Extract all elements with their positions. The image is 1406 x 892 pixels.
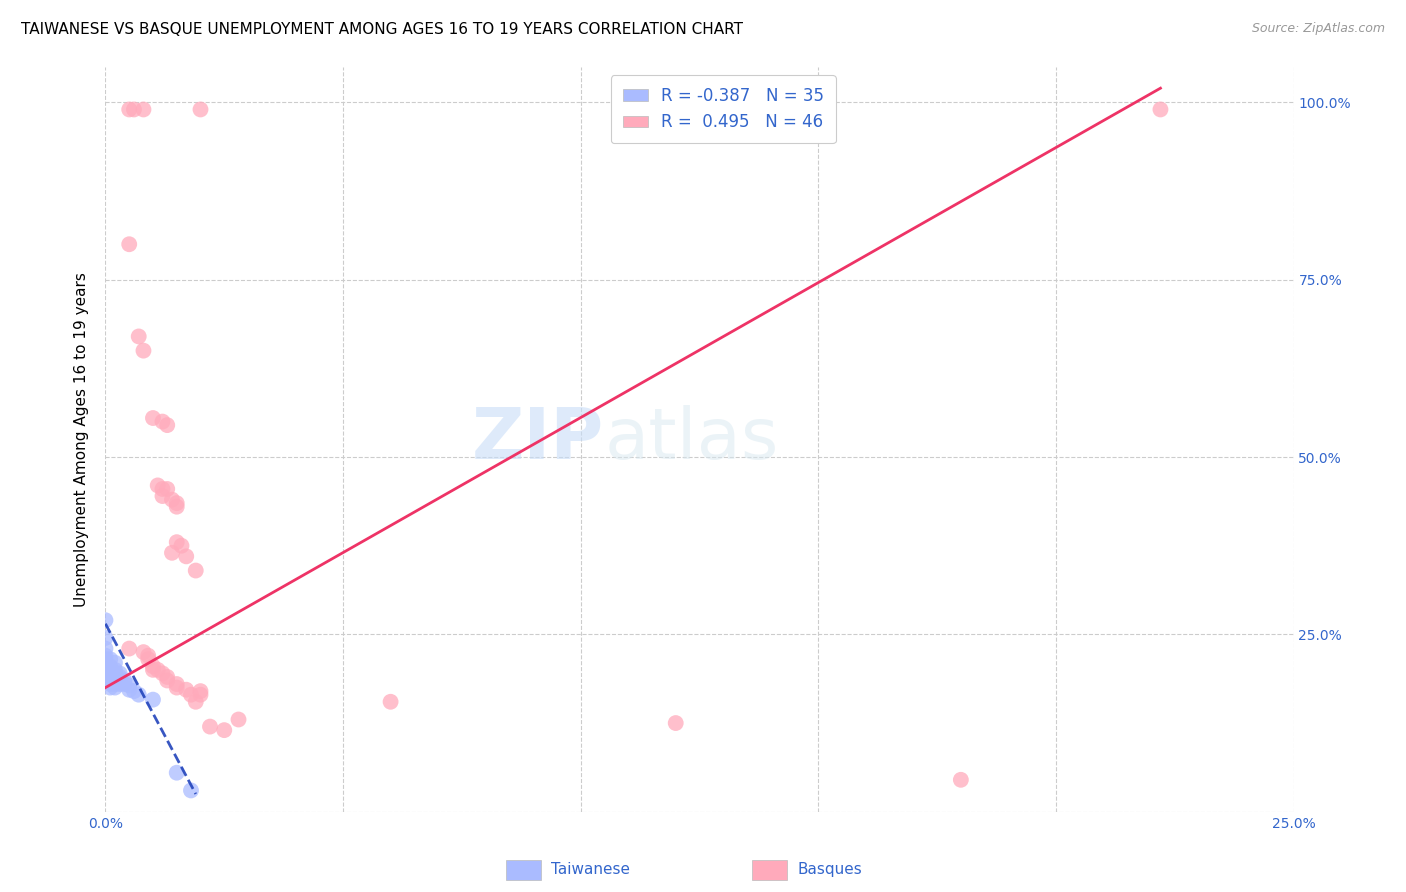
- Point: [214, 723, 236, 738]
- Point: [108, 673, 131, 688]
- Point: [380, 695, 402, 709]
- Point: [122, 103, 145, 117]
- Point: [166, 535, 188, 549]
- Point: [174, 549, 197, 564]
- Point: [108, 666, 131, 681]
- Text: Basques: Basques: [797, 863, 862, 877]
- Point: [118, 641, 141, 656]
- Point: [94, 652, 117, 666]
- Point: [108, 677, 131, 691]
- Point: [98, 670, 121, 684]
- Point: [146, 478, 169, 492]
- Point: [104, 656, 127, 670]
- Point: [94, 631, 117, 645]
- Point: [118, 682, 141, 697]
- Point: [1149, 103, 1171, 117]
- Point: [142, 692, 165, 706]
- Point: [104, 670, 127, 684]
- Point: [180, 688, 202, 702]
- Text: Source: ZipAtlas.com: Source: ZipAtlas.com: [1251, 22, 1385, 36]
- Point: [104, 681, 127, 695]
- Point: [166, 500, 188, 514]
- Text: ZIP: ZIP: [472, 405, 605, 474]
- Point: [190, 103, 212, 117]
- Point: [98, 663, 121, 677]
- Point: [128, 688, 150, 702]
- Point: [228, 713, 250, 727]
- Point: [94, 613, 117, 627]
- Point: [166, 681, 188, 695]
- Point: [190, 688, 212, 702]
- Point: [152, 489, 174, 503]
- Point: [156, 673, 179, 688]
- Text: TAIWANESE VS BASQUE UNEMPLOYMENT AMONG AGES 16 TO 19 YEARS CORRELATION CHART: TAIWANESE VS BASQUE UNEMPLOYMENT AMONG A…: [21, 22, 744, 37]
- Point: [118, 103, 141, 117]
- Point: [98, 673, 121, 688]
- Point: [184, 564, 207, 578]
- Point: [118, 678, 141, 692]
- Point: [180, 783, 202, 797]
- Point: [170, 539, 193, 553]
- Point: [132, 645, 155, 659]
- Point: [166, 496, 188, 510]
- Point: [949, 772, 972, 787]
- Point: [104, 673, 127, 688]
- Point: [152, 666, 174, 681]
- Y-axis label: Unemployment Among Ages 16 to 19 years: Unemployment Among Ages 16 to 19 years: [75, 272, 90, 607]
- Point: [160, 492, 183, 507]
- Point: [114, 677, 136, 691]
- Point: [174, 682, 197, 697]
- Point: [184, 695, 207, 709]
- Point: [104, 666, 127, 681]
- Text: atlas: atlas: [605, 405, 779, 474]
- Point: [98, 677, 121, 691]
- Point: [166, 765, 188, 780]
- Point: [98, 681, 121, 695]
- Point: [132, 103, 155, 117]
- Point: [166, 677, 188, 691]
- Point: [94, 648, 117, 663]
- Point: [156, 418, 179, 433]
- Point: [118, 237, 141, 252]
- Point: [160, 546, 183, 560]
- Point: [98, 659, 121, 673]
- Point: [136, 652, 159, 666]
- Point: [98, 666, 121, 681]
- Point: [156, 670, 179, 684]
- Point: [152, 482, 174, 496]
- Point: [146, 663, 169, 677]
- Point: [104, 663, 127, 677]
- Point: [152, 415, 174, 429]
- Point: [94, 656, 117, 670]
- Point: [156, 482, 179, 496]
- Point: [136, 648, 159, 663]
- Point: [122, 684, 145, 698]
- Point: [198, 720, 221, 734]
- Point: [190, 684, 212, 698]
- Point: [132, 343, 155, 358]
- Point: [142, 411, 165, 425]
- Point: [665, 716, 688, 731]
- Point: [128, 329, 150, 343]
- Point: [98, 652, 121, 666]
- Point: [94, 641, 117, 656]
- Point: [142, 663, 165, 677]
- Point: [104, 677, 127, 691]
- Point: [114, 673, 136, 688]
- Text: Taiwanese: Taiwanese: [551, 863, 630, 877]
- Point: [94, 659, 117, 673]
- Point: [142, 659, 165, 673]
- Point: [108, 670, 131, 684]
- Legend: R = -0.387   N = 35, R =  0.495   N = 46: R = -0.387 N = 35, R = 0.495 N = 46: [612, 75, 835, 143]
